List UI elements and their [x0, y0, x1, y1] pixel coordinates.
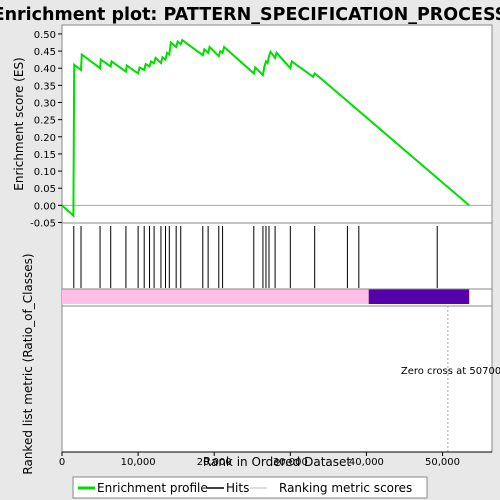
x-axis-label: Rank in Ordered Dataset — [203, 455, 351, 469]
legend-label-ranking: Ranking metric scores — [279, 481, 412, 495]
legend-label-enrichment: Enrichment profile — [97, 481, 208, 495]
enrichment-profile-line — [61, 38, 470, 218]
legend: Enrichment profile Hits Ranking metric s… — [72, 476, 428, 499]
ranking-negative-bar — [368, 289, 470, 304]
x-tick-label: 20,000 — [197, 457, 232, 468]
y-tick-label: 0.05 — [34, 184, 56, 195]
y-tick-label: 0.35 — [34, 81, 56, 92]
y-tick-label: 0.45 — [34, 47, 56, 58]
zero-cross-label: Zero cross at 50700 — [401, 366, 500, 377]
y-tick-label: -0.05 — [30, 219, 56, 230]
es-y-axis: -0.05 0.00 0.05 0.10 0.15 0.20 0.25 0.30 0.35 0.4… — [30, 30, 62, 230]
legend-label-hits: Hits — [226, 481, 249, 495]
y-tick-label: 0.15 — [34, 150, 56, 161]
metric-panel — [61, 305, 493, 453]
y-tick-label: 0.20 — [34, 133, 56, 144]
y-tick-label: 0.00 — [34, 201, 56, 212]
y-tick-label: 0.40 — [34, 64, 56, 75]
y-tick-label: 0.25 — [34, 116, 56, 127]
y-tick-label: 0.30 — [34, 99, 56, 110]
y-tick-label: 0.50 — [34, 30, 56, 41]
ranking-positive-bar — [62, 289, 369, 304]
x-tick-label: 50,000 — [425, 457, 460, 468]
es-y-axis-label: Enrichment score (ES) — [12, 57, 26, 190]
x-tick-label: 30,000 — [273, 457, 308, 468]
hits-markers — [73, 226, 438, 288]
chart-title: Enrichment plot: PATTERN_SPECIFICATION_P… — [0, 5, 500, 25]
metric-y-axis-label: Ranked list metric (Ratio_of_Classes) — [21, 253, 35, 474]
x-tick-label: 0 — [59, 457, 65, 468]
x-axis: 0 10,000 20,000 30,000 40,000 50,000 — [59, 452, 460, 468]
es-panel — [61, 24, 493, 224]
y-tick-label: 0.10 — [34, 167, 56, 178]
x-tick-label: 40,000 — [349, 457, 384, 468]
x-tick-label: 10,000 — [121, 457, 156, 468]
